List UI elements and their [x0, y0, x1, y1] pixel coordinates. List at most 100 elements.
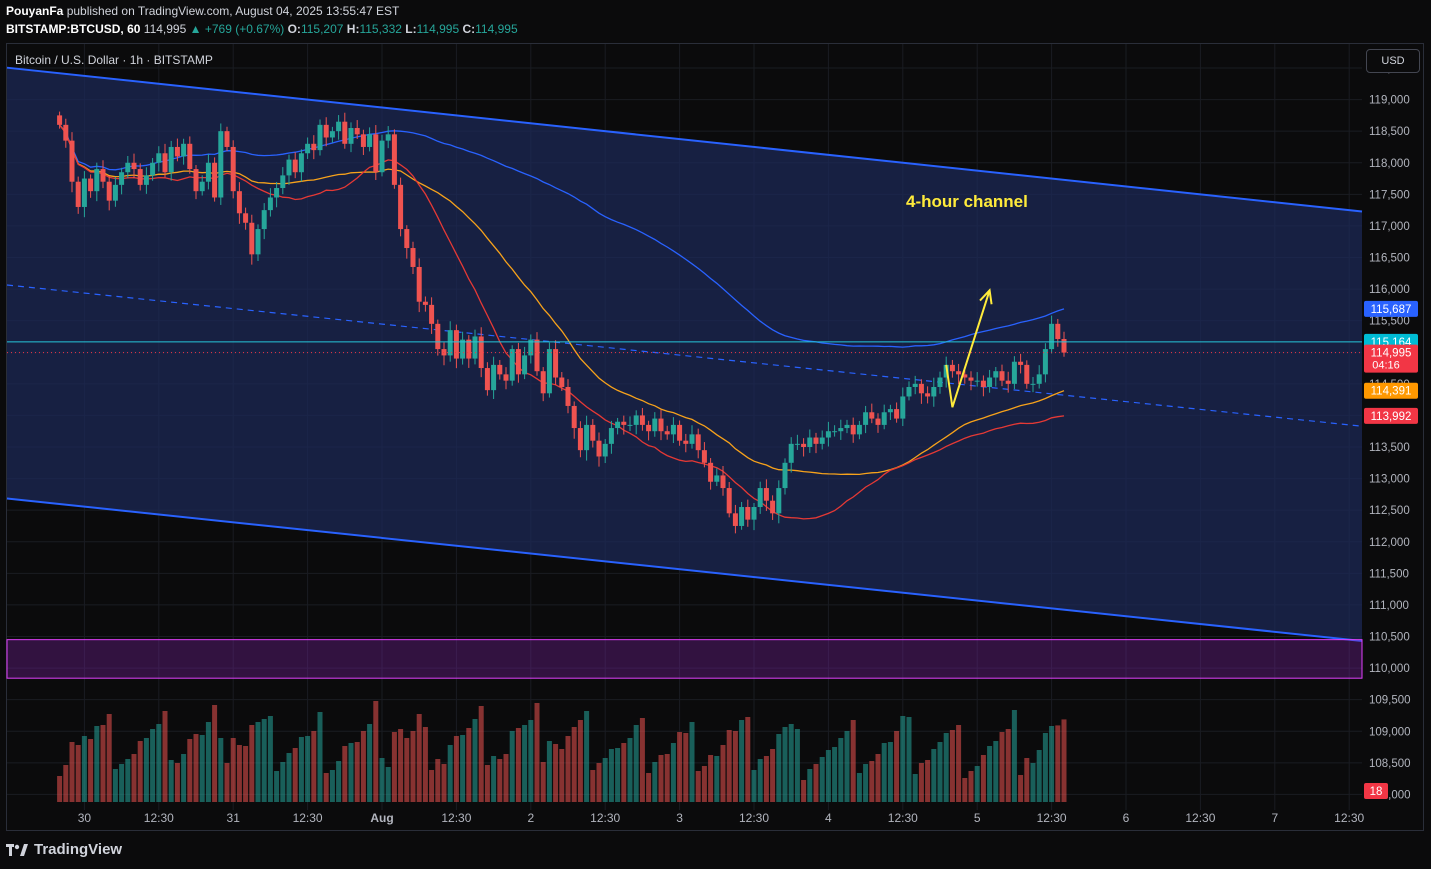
volume-bar — [931, 749, 937, 802]
candle-body — [999, 371, 1005, 381]
candle-body — [305, 143, 311, 154]
x-tick-label: 12:30 — [1334, 811, 1364, 825]
y-tick-label: 110,000 — [1369, 663, 1410, 675]
volume-bar — [683, 733, 689, 802]
candle-body — [205, 162, 211, 182]
candle-body — [726, 488, 732, 514]
candle-body — [212, 162, 218, 198]
volume-bar — [720, 745, 726, 802]
candle-body — [75, 181, 81, 207]
volume-bar — [193, 734, 199, 802]
volume-bar — [63, 765, 69, 802]
candle-body — [577, 428, 583, 451]
x-tick-label: 12:30 — [1037, 811, 1067, 825]
volume-bar — [844, 731, 850, 802]
candle-body — [435, 323, 441, 350]
volume-bar — [794, 729, 800, 802]
candle-body — [875, 418, 881, 425]
volume-bar — [732, 731, 738, 802]
volume-bar — [112, 769, 118, 802]
volume-bar — [162, 711, 168, 802]
candle-body — [1042, 349, 1048, 375]
tradingview-logo-icon — [6, 843, 28, 856]
volume-bar — [447, 745, 453, 802]
candle-body — [63, 124, 69, 141]
candle-body — [143, 175, 149, 185]
candle-body — [69, 140, 75, 182]
candle-body — [311, 143, 317, 151]
candle-body — [112, 184, 118, 201]
candle-body — [162, 153, 168, 173]
volume-bar — [410, 731, 416, 802]
volume-bar — [484, 765, 490, 802]
candle-body — [931, 386, 937, 397]
volume-bar — [497, 759, 503, 802]
chart-title: Bitcoin / U.S. Dollar · 1h · BITSTAMP — [15, 53, 213, 67]
low-value: 114,995 — [416, 22, 460, 36]
tradingview-brand[interactable]: TradingView — [6, 841, 122, 858]
published-text: published on TradingView.com, August 04,… — [66, 4, 400, 18]
volume-bar — [900, 716, 906, 802]
x-tick-label: 12:30 — [739, 811, 769, 825]
volume-bar — [131, 754, 137, 802]
candle-body — [125, 162, 131, 173]
volume-bar — [708, 755, 714, 802]
candle-body — [553, 349, 559, 378]
volume-bar — [267, 716, 273, 802]
x-tick-label: 6 — [1123, 811, 1130, 825]
candle-body — [683, 440, 689, 444]
volume-bar — [627, 738, 633, 802]
volume-bar — [1018, 775, 1024, 802]
volume-bar — [342, 746, 348, 802]
volume-bar — [249, 725, 255, 802]
volume-bar — [918, 763, 924, 802]
candle-body — [230, 146, 236, 192]
volume-bar — [999, 732, 1005, 802]
candle-body — [156, 153, 162, 163]
volume-bar — [646, 773, 652, 802]
currency-button[interactable]: USD — [1366, 49, 1420, 73]
price-change: ▲ +769 (+0.67%) — [189, 22, 285, 36]
volume-bar — [776, 734, 782, 802]
volume-bar — [168, 760, 174, 802]
volume-bar — [1030, 763, 1036, 802]
candle-body — [701, 450, 707, 463]
candle-body — [993, 371, 999, 378]
candle-body — [639, 415, 645, 425]
candle-body — [267, 197, 273, 211]
candle-body — [236, 191, 242, 214]
volume-bar — [1036, 750, 1042, 802]
volume-bar — [398, 729, 404, 802]
y-tick-label: 119,000 — [1369, 95, 1410, 107]
close-value: 114,995 — [475, 22, 518, 36]
candle-body — [621, 421, 627, 425]
volume-bar — [453, 736, 459, 802]
candle-body — [546, 349, 552, 394]
volume-bar — [137, 741, 143, 802]
candle-body — [844, 424, 850, 429]
volume-bar — [212, 705, 218, 802]
volume-bar — [838, 738, 844, 802]
open-value: 115,207 — [300, 22, 344, 36]
candle-body — [218, 131, 224, 198]
volume-bar — [292, 748, 298, 802]
candle-body — [794, 443, 800, 445]
candle-body — [559, 377, 565, 387]
volume-bar — [1005, 729, 1011, 802]
publish-info: PouyanFa published on TradingView.com, A… — [6, 4, 399, 18]
candle-body — [745, 507, 751, 520]
candle-body — [503, 374, 509, 381]
low-label: L: — [405, 22, 417, 36]
price-label-tag — [1364, 407, 1418, 424]
volume-bar — [980, 755, 986, 802]
candle-body — [881, 412, 887, 425]
projection-arrow — [945, 290, 991, 408]
volume-bar — [205, 722, 211, 802]
candle-body — [137, 169, 143, 185]
candle-body — [584, 424, 590, 451]
volume-bar — [1042, 733, 1048, 802]
author-name[interactable]: PouyanFa — [6, 4, 64, 18]
candle-body — [980, 380, 986, 387]
candle-body — [466, 339, 472, 359]
